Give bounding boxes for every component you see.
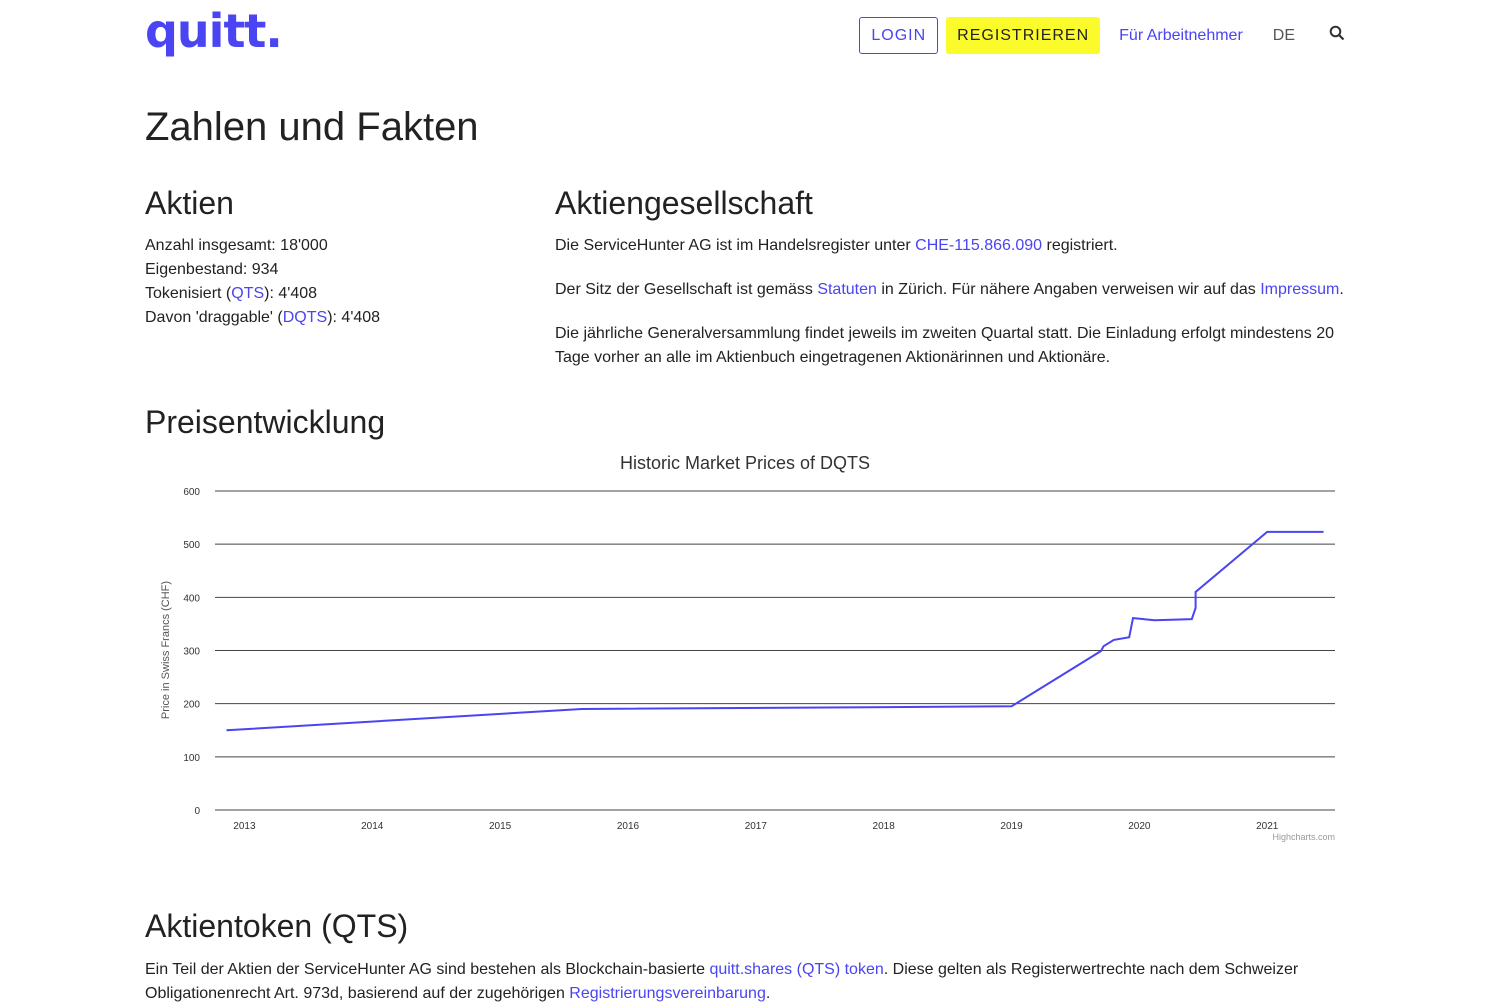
statuten-link[interactable]: Statuten xyxy=(817,281,877,298)
x-tick-label: 2013 xyxy=(233,821,256,832)
y-axis-label: Price in Swiss Francs (CHF) xyxy=(160,581,172,719)
highcharts-credit[interactable]: Highcharts.com xyxy=(1272,832,1335,842)
page-title: Zahlen und Fakten xyxy=(145,105,479,149)
y-tick-label: 200 xyxy=(183,700,200,711)
x-tick-label: 2021 xyxy=(1256,821,1279,832)
employees-link[interactable]: Für Arbeitnehmer xyxy=(1119,26,1243,44)
qts-link[interactable]: QTS xyxy=(231,285,265,302)
qts-token-link[interactable]: quitt.shares (QTS) token xyxy=(709,961,884,978)
draggable-shares: Davon 'draggable' (DQTS): 4'408 xyxy=(145,309,381,326)
y-tick-label: 100 xyxy=(183,753,200,764)
y-tick-label: 400 xyxy=(183,593,200,604)
x-tick-label: 2020 xyxy=(1128,821,1151,832)
x-tick-label: 2016 xyxy=(617,821,640,832)
x-tick-label: 2015 xyxy=(489,821,512,832)
login-button[interactable]: LOGIN xyxy=(859,17,939,54)
registration-agreement-link[interactable]: Registrierungsvereinbarung xyxy=(569,985,766,1002)
total-shares: Anzahl insgesamt: 18'000 xyxy=(145,237,328,254)
register-button[interactable]: REGISTRIEREN xyxy=(946,17,1101,54)
x-tick-label: 2018 xyxy=(873,821,896,832)
register-paragraph: Die ServiceHunter AG ist im Handelsregis… xyxy=(555,237,1118,254)
ag-text: Die ServiceHunter AG ist im Handelsregis… xyxy=(555,234,1355,390)
x-tick-label: 2019 xyxy=(1000,821,1023,832)
language-selector[interactable]: DE xyxy=(1272,26,1295,44)
y-tick-label: 300 xyxy=(183,647,200,658)
impressum-link[interactable]: Impressum xyxy=(1260,281,1340,298)
chart-title: Historic Market Prices of DQTS xyxy=(620,453,870,473)
x-tick-label: 2017 xyxy=(745,821,768,832)
y-tick-label: 600 xyxy=(183,487,200,498)
top-nav: LOGIN REGISTRIEREN Für Arbeitnehmer DE xyxy=(859,17,1345,54)
token-paragraph: Ein Teil der Aktien der ServiceHunter AG… xyxy=(145,961,1299,1002)
token-heading: Aktientoken (QTS) xyxy=(145,908,409,944)
own-shares: Eigenbestand: 934 xyxy=(145,261,279,278)
price-series-line xyxy=(226,530,1324,732)
y-tick-label: 500 xyxy=(183,540,200,551)
che-link[interactable]: CHE-115.866.090 xyxy=(915,237,1043,254)
x-tick-label: 2014 xyxy=(361,821,384,832)
preis-heading: Preisentwicklung xyxy=(145,404,386,440)
search-icon[interactable] xyxy=(1329,25,1345,46)
y-tick-label: 0 xyxy=(194,806,200,817)
price-chart: Historic Market Prices of DQTS Price in … xyxy=(160,453,1335,842)
logo[interactable]: quitt. xyxy=(145,4,283,58)
ag-heading: Aktiengesellschaft xyxy=(555,185,813,221)
seat-paragraph: Der Sitz der Gesellschaft ist gemäss Sta… xyxy=(555,281,1344,298)
gv-paragraph: Die jährliche Generalversammlung findet … xyxy=(555,325,1335,366)
dqts-link[interactable]: DQTS xyxy=(282,309,328,326)
tokenized-shares: Tokenisiert (QTS): 4'408 xyxy=(145,285,318,302)
aktien-heading: Aktien xyxy=(145,185,234,221)
aktien-list: Anzahl insgesamt: 18'000 Eigenbestand: 9… xyxy=(145,234,380,330)
